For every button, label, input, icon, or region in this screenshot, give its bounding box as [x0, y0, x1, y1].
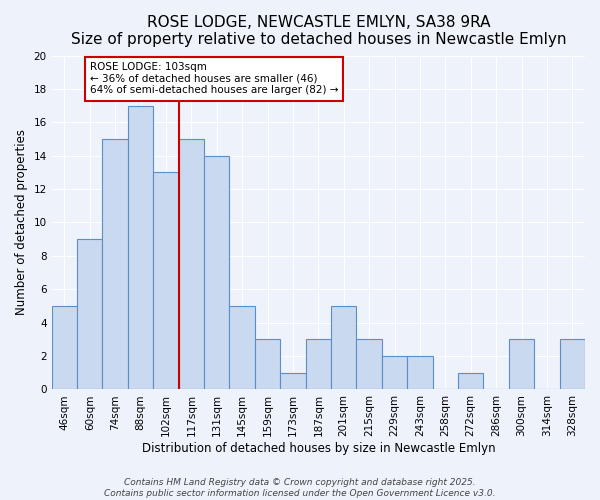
Bar — [560, 340, 585, 390]
Bar — [103, 139, 128, 390]
Bar — [52, 306, 77, 390]
Bar — [255, 340, 280, 390]
Text: Contains HM Land Registry data © Crown copyright and database right 2025.
Contai: Contains HM Land Registry data © Crown c… — [104, 478, 496, 498]
Bar — [382, 356, 407, 390]
Bar — [204, 156, 229, 390]
Title: ROSE LODGE, NEWCASTLE EMLYN, SA38 9RA
Size of property relative to detached hous: ROSE LODGE, NEWCASTLE EMLYN, SA38 9RA Si… — [71, 15, 566, 48]
Bar — [128, 106, 153, 390]
Bar — [280, 373, 305, 390]
X-axis label: Distribution of detached houses by size in Newcastle Emlyn: Distribution of detached houses by size … — [142, 442, 495, 455]
Bar — [229, 306, 255, 390]
Bar — [331, 306, 356, 390]
Bar — [77, 239, 103, 390]
Bar — [153, 172, 179, 390]
Bar — [458, 373, 484, 390]
Bar — [179, 139, 204, 390]
Y-axis label: Number of detached properties: Number of detached properties — [15, 130, 28, 316]
Bar — [509, 340, 534, 390]
Text: ROSE LODGE: 103sqm
← 36% of detached houses are smaller (46)
64% of semi-detache: ROSE LODGE: 103sqm ← 36% of detached hou… — [90, 62, 338, 96]
Bar — [305, 340, 331, 390]
Bar — [407, 356, 433, 390]
Bar — [356, 340, 382, 390]
